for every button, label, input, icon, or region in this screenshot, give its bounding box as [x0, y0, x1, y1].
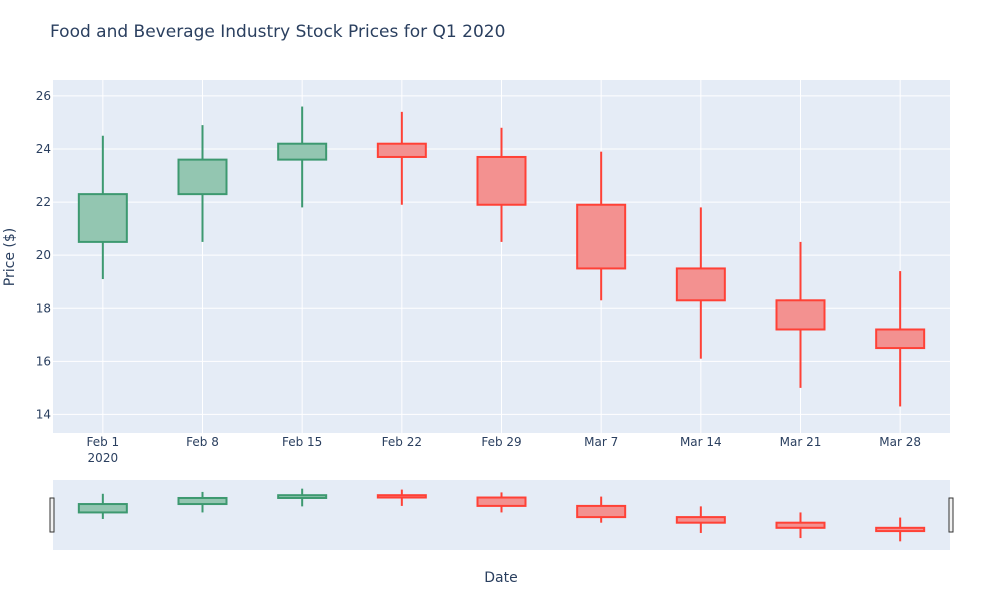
candle-body[interactable] [77, 193, 128, 243]
x-tick-label: Mar 7 [584, 435, 618, 449]
range-slider-background [53, 480, 950, 550]
slider-candle-body [675, 516, 726, 524]
x-tick-year-label: 2020 [88, 451, 119, 465]
candle-mar-28[interactable] [875, 271, 926, 407]
candle-body[interactable] [177, 158, 228, 196]
y-tick-label: 26 [36, 89, 51, 103]
x-tick-label: Mar 28 [879, 435, 921, 449]
candle-mar-7[interactable] [576, 151, 627, 301]
x-tick-label: Feb 22 [382, 435, 422, 449]
range-slider[interactable] [49, 480, 954, 550]
x-tick-label: Feb 8 [186, 435, 219, 449]
candle-body[interactable] [875, 328, 926, 350]
candle-mar-14[interactable] [675, 207, 726, 359]
slider-candle-body [376, 494, 427, 499]
candle-feb-1[interactable] [77, 135, 128, 280]
x-tick-label: Feb 15 [282, 435, 322, 449]
y-axis: 14 16 18 20 22 24 26 [36, 89, 51, 421]
slider-candle-body [177, 496, 228, 506]
slider-candle-body [775, 521, 826, 529]
y-tick-label: 22 [36, 195, 51, 209]
chart-title: Food and Beverage Industry Stock Prices … [50, 22, 506, 42]
y-axis-title: Price ($) [2, 228, 18, 286]
y-tick-label: 16 [36, 354, 51, 368]
candle-body[interactable] [277, 142, 328, 161]
candle-feb-15[interactable] [277, 106, 328, 208]
candle-body[interactable] [675, 267, 726, 302]
candle-feb-22[interactable] [376, 111, 427, 205]
candle-body[interactable] [476, 155, 527, 206]
candle-feb-8[interactable] [177, 125, 228, 242]
x-axis: Feb 1 Feb 8 Feb 15 Feb 22 Feb 29 Mar 7 Mar 14 M… [86, 435, 921, 465]
candle-feb-29[interactable] [476, 127, 527, 242]
main-plot-area[interactable] [53, 80, 950, 433]
slider-candle-body [576, 504, 627, 519]
slider-candle [277, 488, 328, 507]
range-slider-left-handle[interactable] [49, 497, 55, 533]
slider-candle [675, 506, 726, 533]
x-axis-title: Date [484, 570, 517, 586]
slider-candle-body [476, 496, 527, 507]
candle-mar-21[interactable] [775, 241, 826, 388]
x-tick-label: Feb 1 [86, 435, 119, 449]
candle-body[interactable] [576, 203, 627, 270]
slider-candle [476, 492, 527, 513]
slider-candle [177, 491, 228, 513]
x-tick-label: Mar 14 [680, 435, 722, 449]
x-tick-label: Mar 21 [780, 435, 822, 449]
y-tick-label: 24 [36, 142, 51, 156]
y-tick-label: 14 [36, 407, 51, 421]
candle-body[interactable] [376, 142, 427, 158]
slider-candle [376, 489, 427, 506]
x-tick-label: Feb 29 [481, 435, 521, 449]
slider-candle [77, 493, 128, 519]
candle-body[interactable] [775, 299, 826, 331]
slider-candle [875, 517, 926, 542]
slider-candle-body [277, 494, 328, 499]
y-tick-label: 20 [36, 248, 51, 262]
slider-candle-body [77, 503, 128, 514]
slider-candle [576, 496, 627, 523]
range-slider-right-handle[interactable] [948, 497, 954, 533]
slider-candle-body [875, 526, 926, 533]
slider-candle [775, 512, 826, 539]
y-tick-label: 18 [36, 301, 51, 315]
